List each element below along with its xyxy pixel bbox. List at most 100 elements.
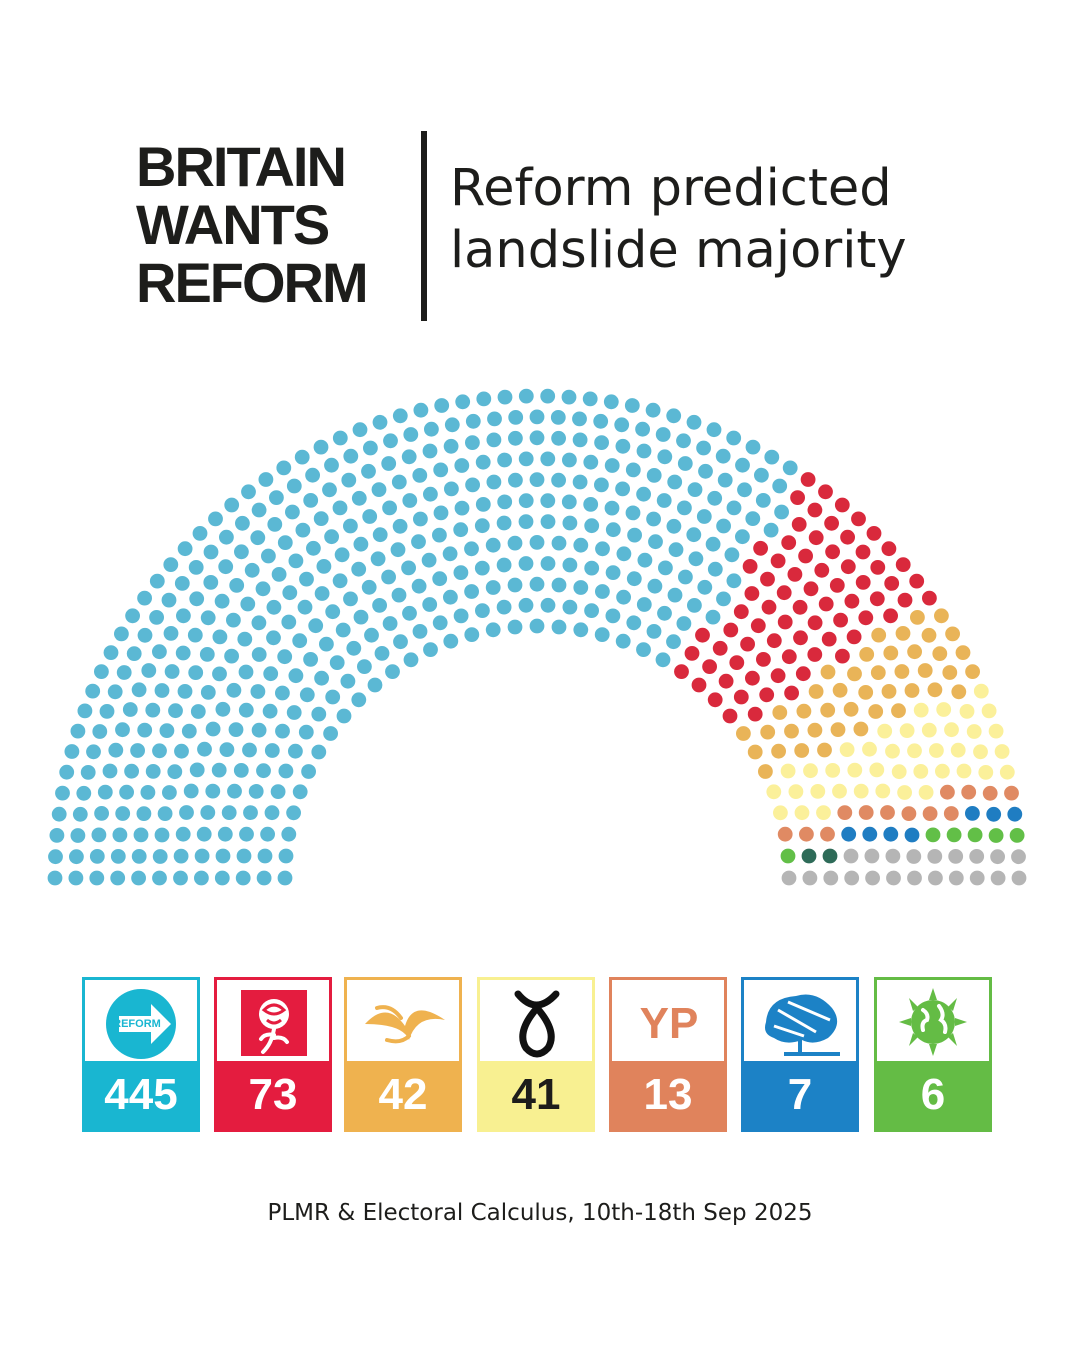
seat-dot-libdem: [894, 664, 910, 679]
seat-dot-conservative: [965, 806, 980, 821]
seat-dot-reform: [382, 500, 397, 516]
seat-dot-labour: [718, 673, 734, 689]
seat-dot-reform: [103, 645, 119, 660]
seat-dot-reform: [177, 684, 193, 699]
seat-dot-labour: [866, 526, 882, 541]
seat-count-labour: 73: [217, 1061, 329, 1129]
seat-dot-reform: [724, 547, 740, 563]
seat-dot-reform: [351, 490, 367, 506]
seat-dot-reform: [301, 764, 316, 779]
seat-dot-snp: [950, 742, 966, 758]
seat-dot-reform: [335, 622, 351, 638]
seat-dot-reform: [584, 518, 600, 534]
seat-dot-reform: [256, 763, 271, 779]
seat-dot-reform: [257, 848, 273, 864]
seat-dot-libdem: [921, 627, 937, 643]
seat-dot-labour: [869, 591, 885, 607]
seat-dot-reform: [136, 806, 152, 821]
seat-dot-reform: [745, 439, 761, 455]
seat-dot-reform: [157, 806, 173, 821]
seat-dot-reform: [655, 652, 671, 668]
seat-dot-reform: [584, 603, 599, 618]
seat-dot-reform: [55, 785, 70, 801]
seat-dot-libdem: [794, 743, 810, 758]
seat-dot-labour: [844, 593, 860, 609]
seat-dot-reform: [443, 633, 459, 649]
seat-dot-reform: [403, 427, 419, 442]
seat-dot-reform: [666, 408, 682, 424]
seat-dot-reform: [329, 655, 345, 670]
seat-dot-labour: [807, 615, 823, 631]
seat-dot-labour: [770, 553, 786, 569]
seat-dot-snp: [918, 785, 934, 800]
seat-dot-other-1: [969, 870, 985, 886]
seat-dot-reform: [244, 562, 260, 578]
brand-line-2: WANTS: [136, 193, 330, 256]
seat-dot-reform: [401, 449, 417, 465]
seat-dot-reform: [646, 468, 662, 483]
seat-dot-reform: [401, 560, 416, 576]
seat-dot-reform: [319, 636, 334, 652]
seat-dot-libdem: [784, 723, 799, 739]
seat-dot-libdem: [796, 703, 812, 719]
seat-dot-reform: [391, 474, 407, 490]
seat-dot-labour: [884, 576, 900, 591]
seat-dot-reform: [583, 497, 599, 512]
seat-dot-snp: [839, 742, 855, 757]
seat-dot-reform: [64, 744, 80, 759]
seat-dot-reform: [224, 648, 240, 664]
seat-dot-reform: [529, 472, 545, 487]
seat-dot-reform: [162, 785, 177, 800]
seat-dot-reform: [434, 398, 450, 413]
seat-dot-reform: [615, 438, 631, 454]
seat-dot-libdem: [832, 682, 848, 698]
seat-dot-reform: [508, 430, 523, 446]
seat-dot-reform: [454, 500, 470, 516]
seat-dot-reform: [219, 742, 235, 757]
seat-dot-reform: [392, 408, 408, 424]
seat-dot-other-1: [969, 849, 985, 864]
seat-dot-reform: [294, 449, 310, 465]
seat-dot-reform: [94, 806, 109, 821]
seat-dot-reform: [540, 514, 556, 529]
seat-dot-labour: [691, 677, 707, 693]
seat-dot-reform: [351, 561, 367, 577]
seat-dot-reform: [112, 827, 128, 843]
seat-dot-reform: [518, 388, 534, 404]
seat-dot-reform: [341, 472, 357, 488]
seat-dot-reform: [361, 579, 377, 595]
seat-dot-other-0: [801, 848, 817, 864]
seat-dot-reform: [455, 394, 471, 410]
seat-dot-reform: [214, 870, 230, 886]
seat-dot-reform: [583, 454, 599, 470]
seat-dot-yourparty: [820, 826, 835, 842]
seat-dot-snp: [816, 805, 831, 820]
seat-dot-reform: [353, 536, 369, 552]
seat-dot-reform: [657, 605, 672, 621]
seat-dot-labour: [684, 646, 700, 661]
seat-dot-snp: [913, 764, 929, 779]
seat-dot-conservative: [904, 827, 920, 843]
seat-dot-labour: [818, 596, 834, 612]
parliament-chart: [47, 388, 1027, 886]
seat-dot-reform: [443, 589, 458, 605]
seat-dot-libdem: [891, 703, 906, 719]
seat-dot-labour: [770, 668, 786, 684]
seat-dot-snp: [885, 743, 900, 759]
seat-dot-reform: [529, 618, 545, 634]
seat-dot-reform: [667, 587, 683, 603]
seat-dot-reform: [141, 663, 157, 678]
seat-dot-libdem: [871, 627, 887, 643]
seat-dot-reform: [276, 460, 292, 476]
seat-dot-reform: [200, 685, 216, 700]
seat-dot-reform: [285, 504, 300, 520]
seat-dot-reform: [605, 522, 621, 538]
seat-dot-libdem: [847, 666, 862, 682]
seat-dot-reform: [86, 744, 101, 760]
seat-dot-reform: [181, 723, 197, 739]
seat-dot-reform: [243, 805, 258, 820]
seat-dot-reform: [149, 610, 165, 625]
seat-dot-snp: [973, 744, 988, 760]
seat-dot-conservative: [986, 806, 1002, 822]
seat-dot-reform: [110, 849, 126, 864]
